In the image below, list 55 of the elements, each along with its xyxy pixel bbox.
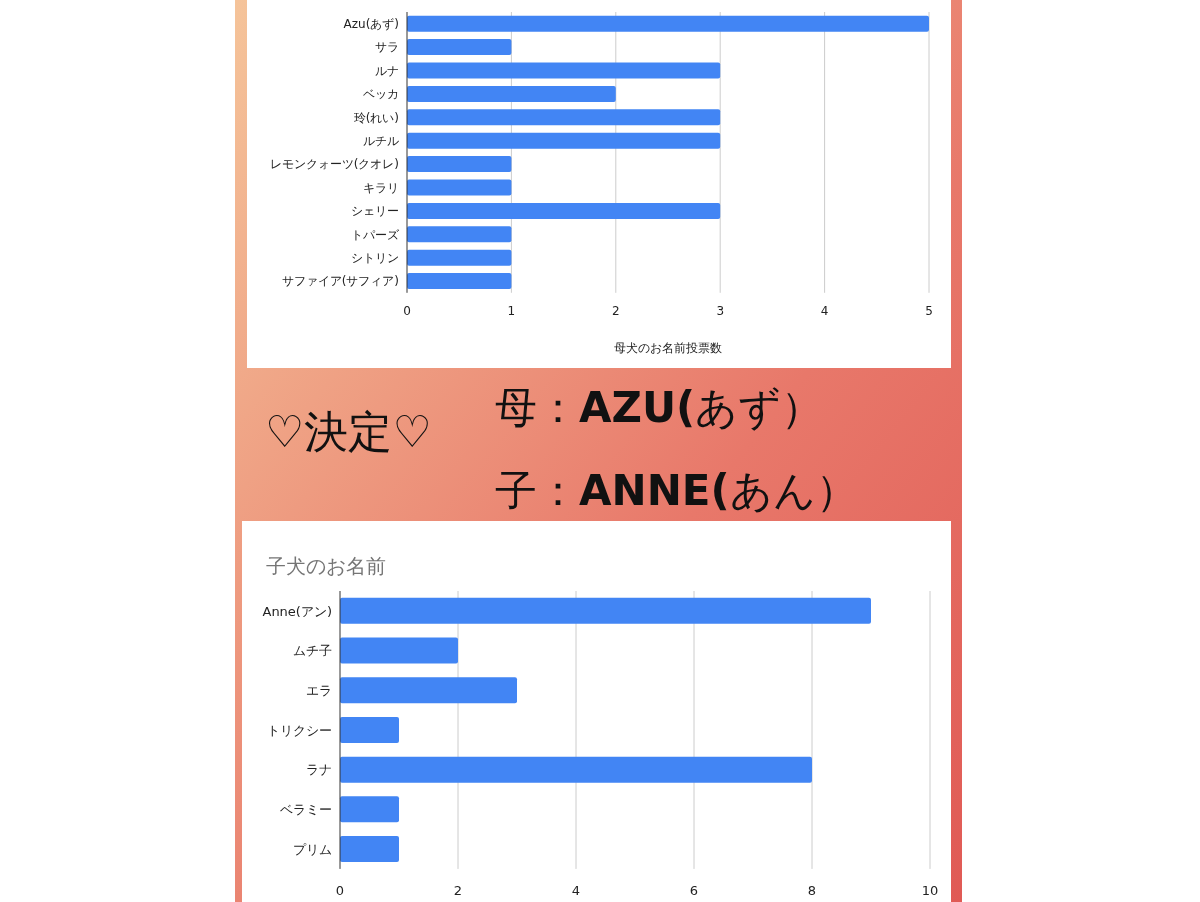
bar [340, 796, 399, 823]
bar [407, 202, 721, 219]
y-tick-label: ムチ子 [293, 643, 332, 659]
bar [407, 15, 929, 32]
bar [407, 85, 616, 102]
x-tick-label: 4 [820, 304, 829, 318]
bar [407, 156, 512, 173]
bar [407, 132, 721, 149]
bar [340, 597, 871, 624]
bar [407, 273, 512, 290]
x-tick-label: 1 [507, 304, 516, 318]
x-tick-label: 3 [716, 304, 725, 318]
bar [340, 677, 517, 704]
x-axis-title: 母犬のお名前投票数 [614, 341, 722, 355]
y-tick-label: ルチル [363, 134, 399, 149]
y-tick-label: ベッカ [363, 87, 399, 102]
y-tick-label: キラリ [363, 180, 399, 195]
y-tick-label: ラナ [306, 762, 332, 778]
y-tick-label: Anne(アン) [262, 603, 332, 619]
x-tick-label: 4 [571, 883, 581, 898]
y-tick-label: ベラミー [280, 802, 332, 818]
text: ♡決定♡ [265, 406, 432, 457]
y-tick-label: シトリン [351, 251, 399, 266]
y-tick-label: レモンクォーツ(クオレ) [269, 157, 399, 172]
bar [340, 637, 458, 664]
bar [407, 179, 512, 196]
x-tick-label: 0 [335, 883, 345, 898]
x-tick-label: 2 [611, 304, 620, 318]
bar [407, 109, 721, 126]
chart-title: 子犬のお名前 [266, 554, 386, 578]
y-tick-label: ルナ [375, 63, 399, 78]
x-tick-label: 10 [921, 883, 939, 898]
y-tick-label: Azu(あず) [343, 17, 399, 32]
text: 母：AZU(あず） [495, 383, 824, 432]
bar [407, 249, 512, 266]
x-tick-label: 0 [403, 304, 411, 318]
y-tick-label: シェリー [351, 204, 399, 219]
y-tick-label: サラ [375, 40, 399, 55]
x-tick-label: 2 [453, 883, 463, 898]
y-tick-label: トリクシー [267, 722, 332, 738]
bar [407, 62, 721, 79]
bar [407, 226, 512, 243]
y-tick-label: トパーズ [351, 227, 400, 242]
x-tick-label: 5 [925, 304, 933, 318]
bar [340, 716, 399, 743]
bar [340, 836, 399, 863]
text: 子：ANNE(あん） [495, 466, 858, 515]
y-tick-label: 玲(れい) [353, 110, 399, 125]
x-tick-label: 8 [807, 883, 817, 898]
y-tick-label: プリム [293, 841, 332, 857]
x-tick-label: 6 [689, 883, 699, 898]
y-tick-label: サファイア(サフィア) [281, 274, 399, 289]
y-tick-label: エラ [306, 682, 332, 698]
bar [340, 756, 812, 783]
bar [407, 39, 512, 56]
